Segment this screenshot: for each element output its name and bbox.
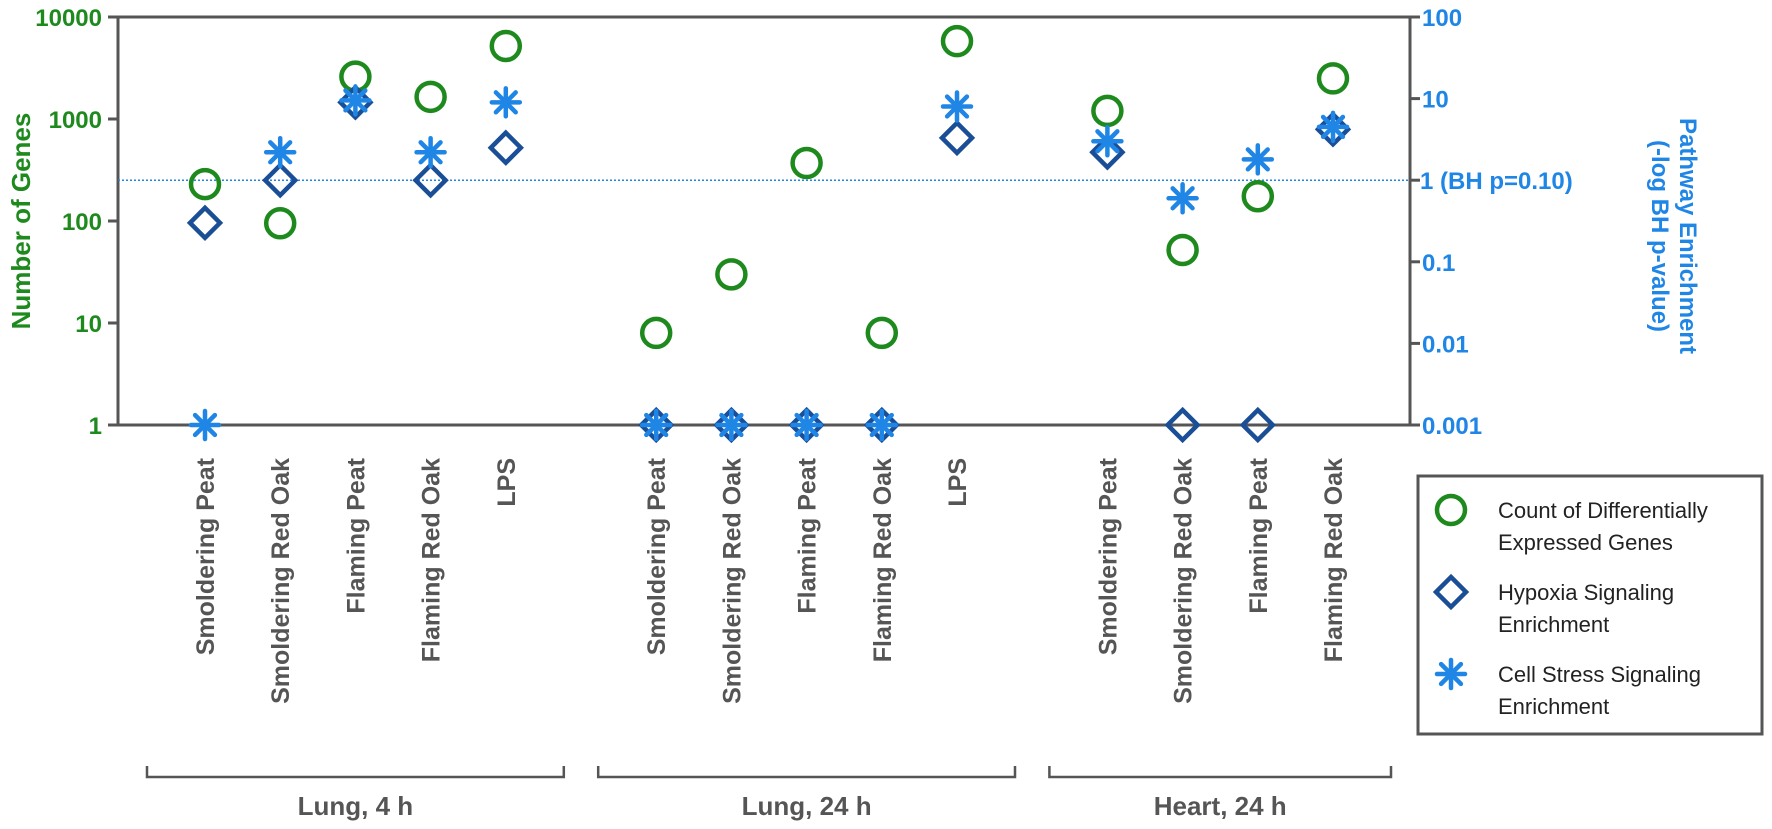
- gene-count-point: [715, 258, 748, 291]
- stress-point: [1166, 182, 1199, 215]
- stress-point: [489, 86, 523, 119]
- group-bracket: [1048, 766, 1393, 779]
- group-bracket: [596, 766, 1017, 779]
- left-tick-label: 10000: [35, 5, 102, 32]
- left-axis-title: Number of Genes: [6, 113, 36, 330]
- gene-count-point: [1434, 493, 1468, 527]
- legend-label-line2: Enrichment: [1498, 612, 1609, 637]
- gene-count-point: [414, 80, 447, 114]
- hypoxia-point: [186, 204, 224, 242]
- threshold-label: 1 (BH p=0.10): [1420, 168, 1573, 195]
- category-label: Smoldering Peat: [643, 457, 671, 655]
- stress-point: [263, 136, 297, 169]
- gene-count-point: [1316, 62, 1350, 95]
- hypoxia-point: [1314, 111, 1352, 148]
- gene-count-point: [1241, 179, 1275, 213]
- stress-point: [639, 408, 673, 442]
- right-tick-label: 0.01: [1422, 331, 1469, 358]
- right-tick-label: 0.1: [1422, 250, 1455, 277]
- gene-count-point: [489, 29, 523, 63]
- category-label: Smoldering Red Oak: [718, 458, 746, 704]
- category-label: Smoldering Red Oak: [267, 458, 295, 704]
- left-tick-label: 1000: [49, 107, 102, 134]
- stress-point-stroke: [1170, 186, 1195, 211]
- stress-point-stroke: [719, 412, 744, 438]
- stress-point: [790, 408, 823, 442]
- category-label: LPS: [493, 458, 521, 507]
- legend-label-line1: Count of Differentially: [1498, 498, 1708, 523]
- stress-point: [715, 408, 748, 442]
- legend-box: [1416, 474, 1764, 736]
- gene-count-point: [263, 207, 297, 240]
- stress-point: [940, 90, 974, 123]
- stress-point-stroke: [343, 88, 368, 113]
- plot-frame: [116, 15, 1412, 427]
- hypoxia-point: [1164, 406, 1201, 444]
- category-label: Flaming Peat: [1245, 457, 1273, 613]
- hypoxia-point: [938, 119, 976, 157]
- category-label: Flaming Peat: [794, 457, 822, 613]
- stress-point-stroke: [192, 412, 218, 438]
- group-bracket: [145, 766, 566, 779]
- stress-point-stroke: [1095, 129, 1120, 154]
- gene-count-point: [1166, 233, 1199, 267]
- stress-point-stroke: [493, 90, 518, 115]
- stress-point: [1091, 125, 1124, 158]
- hypoxia-point: [1432, 573, 1470, 611]
- gene-count-point: [639, 316, 673, 350]
- stress-point: [1241, 143, 1275, 176]
- stress-point-stroke: [1438, 661, 1464, 687]
- group-label: Lung, 24 h: [742, 791, 872, 821]
- stress-point-stroke: [869, 412, 894, 438]
- category-label: LPS: [944, 458, 972, 507]
- stress-point-stroke: [944, 94, 970, 119]
- category-label: Smoldering Red Oak: [1170, 458, 1198, 704]
- category-label: Smoldering Peat: [192, 457, 220, 655]
- right-tick-label: 10: [1422, 87, 1449, 114]
- stress-point-stroke: [1320, 114, 1346, 140]
- left-tick-label: 10: [75, 311, 102, 338]
- stress-point: [339, 84, 372, 117]
- legend-label-line1: Hypoxia Signaling: [1498, 580, 1674, 605]
- right-tick-label: 100: [1422, 5, 1462, 32]
- hypoxia-point: [487, 129, 524, 166]
- legend-label-line2: Enrichment: [1498, 694, 1609, 719]
- gene-count-point: [188, 167, 222, 201]
- category-label: Flaming Peat: [342, 457, 370, 613]
- category-label: Flaming Red Oak: [869, 458, 897, 662]
- category-label: Flaming Red Oak: [1320, 458, 1348, 662]
- right-axis-title-line1: Pathway Enrichment: [1674, 118, 1701, 354]
- stress-point-stroke: [1245, 147, 1270, 172]
- stress-point: [1316, 110, 1350, 144]
- stress-point: [414, 136, 447, 169]
- category-label: Smoldering Peat: [1094, 457, 1122, 655]
- stress-point: [865, 408, 899, 442]
- gene-count-point: [865, 316, 899, 350]
- stress-point-stroke: [268, 140, 293, 165]
- left-tick-label: 1: [89, 413, 102, 440]
- hypoxia-point: [337, 84, 374, 121]
- left-tick-label: 100: [62, 209, 102, 236]
- hypoxia-point: [412, 162, 449, 199]
- group-label: Heart, 24 h: [1154, 791, 1287, 821]
- stress-point: [1434, 657, 1468, 691]
- right-tick-label: 0.001: [1422, 413, 1482, 440]
- right-axis-title-line2: (-log BH p-value): [1646, 140, 1673, 332]
- gene-count-point: [1091, 94, 1124, 128]
- hypoxia-point: [1239, 406, 1276, 444]
- group-label: Lung, 4 h: [298, 791, 414, 821]
- stress-point-stroke: [644, 412, 669, 438]
- hypoxia-point: [1089, 134, 1126, 171]
- stress-point-stroke: [794, 412, 819, 438]
- gene-count-point: [940, 24, 974, 58]
- hypoxia-point: [262, 162, 299, 199]
- stress-point: [188, 408, 222, 442]
- legend-label-line1: Cell Stress Signaling: [1498, 662, 1701, 687]
- stress-point-stroke: [418, 140, 443, 165]
- legend-label-line2: Expressed Genes: [1498, 530, 1673, 555]
- gene-count-point: [790, 146, 823, 180]
- category-label: Flaming Red Oak: [418, 458, 446, 662]
